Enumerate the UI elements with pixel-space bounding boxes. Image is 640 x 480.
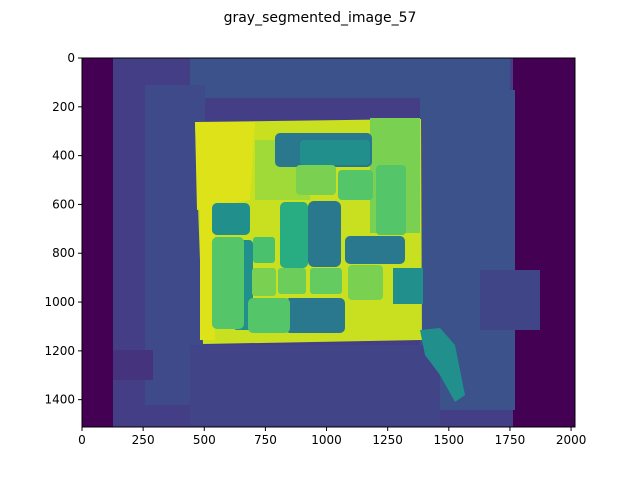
x-tick-label: 1750 <box>495 433 526 447</box>
segment-right-teal <box>345 236 405 264</box>
y-tick-label: 800 <box>52 246 75 260</box>
segment-green-6 <box>248 298 290 333</box>
segment-green-10 <box>296 165 336 195</box>
segment-tail-teal <box>420 328 465 402</box>
segment-green-1 <box>338 170 373 200</box>
y-tick-label: 1200 <box>44 344 75 358</box>
y-tick-label: 1400 <box>44 393 75 407</box>
heatmap-image <box>82 58 575 427</box>
segment-mid-teal <box>280 202 308 268</box>
chart-title: gray_segmented_image_57 <box>224 10 417 26</box>
outer-region-bottom <box>190 345 440 425</box>
segment-green-7 <box>310 268 342 294</box>
inner-square-highlight <box>195 122 255 210</box>
y-axis: 0 200 400 600 800 1000 1200 1400 <box>44 51 82 407</box>
y-tick-label: 600 <box>52 197 75 211</box>
outer-region-left-lower <box>113 350 153 380</box>
segment-green-5 <box>252 268 276 296</box>
x-tick-label: 1250 <box>372 433 403 447</box>
x-tick-label: 2000 <box>556 433 587 447</box>
segment-green-4 <box>253 237 275 263</box>
y-tick-label: 200 <box>52 100 75 114</box>
outer-region-right-patch <box>480 270 540 330</box>
segment-left-teal <box>212 203 250 235</box>
segment-green-9 <box>278 268 306 294</box>
inner-square-left-band <box>200 200 215 340</box>
y-tick-label: 0 <box>67 51 75 65</box>
x-tick-label: 0 <box>78 433 86 447</box>
segment-green-2 <box>376 165 406 235</box>
segment-bottom-teal <box>285 298 345 333</box>
segment-green-8 <box>348 265 383 300</box>
segment-center-teal <box>308 201 341 267</box>
segment-right-strip-teal <box>393 268 423 304</box>
y-tick-label: 400 <box>52 149 75 163</box>
x-tick-label: 250 <box>132 433 155 447</box>
axes-frame <box>81 57 576 428</box>
segment-green-3 <box>212 237 244 329</box>
x-tick-label: 500 <box>193 433 216 447</box>
x-tick-label: 1000 <box>311 433 342 447</box>
x-tick-label: 750 <box>254 433 277 447</box>
x-axis: 0 250 500 750 1000 1250 1500 1750 2000 <box>78 427 586 447</box>
segment-top-teal-inner <box>300 140 370 165</box>
x-tick-label: 1500 <box>434 433 465 447</box>
y-tick-label: 1000 <box>44 295 75 309</box>
